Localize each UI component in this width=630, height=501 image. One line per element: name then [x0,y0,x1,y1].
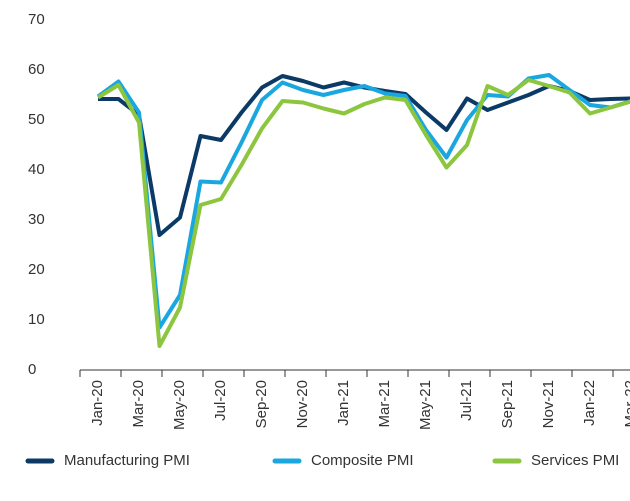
y-tick-label: 70 [28,11,45,28]
x-tick-label: May-20 [171,380,188,430]
x-tick-label: Mar-20 [130,380,147,428]
legend-label: Manufacturing PMI [64,452,190,469]
y-tick-label: 0 [28,361,36,378]
legend-label: Services PMI [531,452,619,469]
x-tick-label: May-21 [417,380,434,430]
x-tick-label: Jul-20 [212,380,229,421]
x-tick-label: Sep-20 [253,380,270,428]
y-tick-label: 10 [28,311,45,328]
x-tick-label: Nov-21 [540,380,557,428]
y-tick-label: 30 [28,211,45,228]
series-line [96,73,630,330]
y-tick-label: 50 [28,111,45,128]
y-tick-label: 60 [28,61,45,78]
x-tick-label: Jan-21 [335,380,352,426]
series-line [98,74,630,237]
x-tick-label: Mar-22 [622,380,630,428]
x-tick-label: Jan-22 [581,380,598,426]
x-tick-label: Jan-20 [89,380,106,426]
x-tick-label: Sep-21 [499,380,516,428]
y-tick-label: 40 [28,161,45,178]
y-tick-label: 20 [28,261,45,278]
x-tick-label: Nov-20 [294,380,311,428]
x-tick-label: Jul-21 [458,380,475,421]
x-tick-label: Mar-21 [376,380,393,428]
series-line [96,78,630,348]
legend-label: Composite PMI [311,452,414,469]
